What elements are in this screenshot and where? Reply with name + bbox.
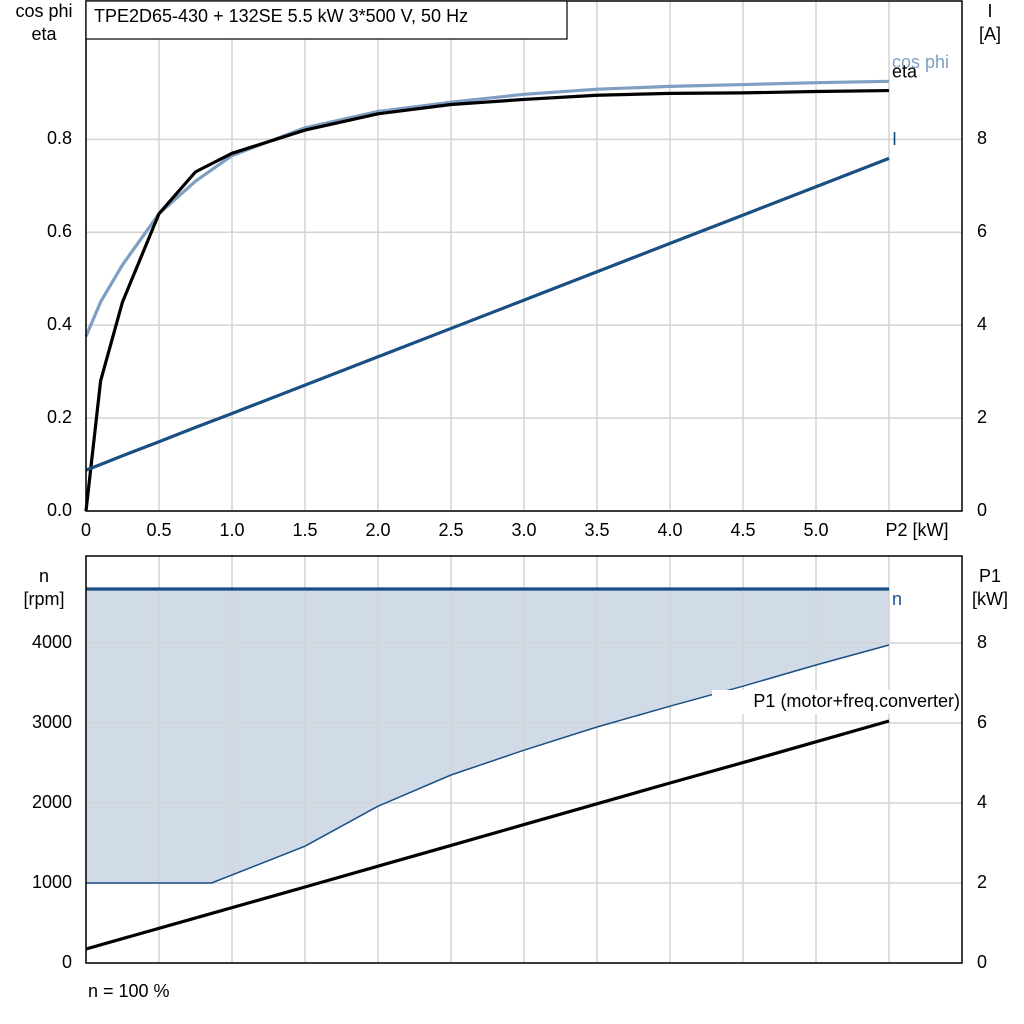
plot-frame bbox=[85, 555, 963, 964]
y2-axis-label: P1 bbox=[979, 566, 1001, 586]
y2-tick-label: 6 bbox=[977, 712, 987, 732]
y-tick-label: 4000 bbox=[32, 632, 72, 652]
label-background bbox=[712, 690, 960, 714]
y-tick-label: 2000 bbox=[32, 792, 72, 812]
x-tick-label: 2.5 bbox=[438, 520, 463, 540]
y2-tick-label: 2 bbox=[977, 872, 987, 892]
title-box bbox=[85, 0, 568, 40]
y-tick-label: 0 bbox=[62, 952, 72, 972]
y-tick-label: 0.0 bbox=[47, 500, 72, 520]
y-axis-label: [rpm] bbox=[23, 589, 64, 609]
y2-tick-label: 2 bbox=[977, 407, 987, 427]
series-line bbox=[85, 719, 890, 951]
y2-axis-label: I bbox=[987, 1, 992, 21]
series-label: cos phi bbox=[892, 52, 949, 72]
x-tick-label: 1.5 bbox=[292, 520, 317, 540]
series-line bbox=[84, 79, 890, 337]
y2-tick-label: 4 bbox=[977, 314, 987, 334]
x-tick-label: 3.5 bbox=[584, 520, 609, 540]
y-tick-label: 3000 bbox=[32, 712, 72, 732]
x-tick-label: 5.0 bbox=[803, 520, 828, 540]
y-tick-label: 0.8 bbox=[47, 128, 72, 148]
series-label: P1 (motor+freq.converter) bbox=[753, 691, 960, 711]
y-tick-label: 0.6 bbox=[47, 221, 72, 241]
series-label: eta bbox=[892, 61, 918, 81]
x-tick-label: 3.0 bbox=[511, 520, 536, 540]
x-tick-label: 1.0 bbox=[219, 520, 244, 540]
y2-tick-label: 4 bbox=[977, 792, 987, 812]
series-line bbox=[85, 156, 890, 472]
x-tick-label: 4.0 bbox=[657, 520, 682, 540]
y-axis-label: eta bbox=[31, 24, 57, 44]
y2-tick-label: 6 bbox=[977, 221, 987, 241]
y-axis-label: n bbox=[39, 566, 49, 586]
y-axis-label: cos phi bbox=[15, 1, 72, 21]
y2-axis-label: [kW] bbox=[972, 589, 1008, 609]
series-label: I bbox=[892, 129, 897, 149]
y-tick-label: 0.2 bbox=[47, 407, 72, 427]
y2-tick-label: 8 bbox=[977, 128, 987, 148]
x-tick-label: 2.0 bbox=[365, 520, 390, 540]
x-tick-label: P2 [kW] bbox=[885, 520, 948, 540]
series-label: n bbox=[892, 589, 902, 609]
y2-tick-label: 0 bbox=[977, 500, 987, 520]
y2-tick-label: 0 bbox=[977, 952, 987, 972]
series-line bbox=[84, 88, 890, 512]
y-tick-label: 1000 bbox=[32, 872, 72, 892]
footnote: n = 100 % bbox=[88, 981, 170, 1001]
y2-axis-label: [A] bbox=[979, 24, 1001, 44]
y-tick-label: 0.4 bbox=[47, 314, 72, 334]
range-area bbox=[86, 589, 889, 883]
x-tick-label: 4.5 bbox=[730, 520, 755, 540]
range-lower-line bbox=[86, 644, 890, 884]
x-tick-label: 0.5 bbox=[146, 520, 171, 540]
chart-title: TPE2D65-430 + 132SE 5.5 kW 3*500 V, 50 H… bbox=[94, 6, 468, 26]
y2-tick-label: 8 bbox=[977, 632, 987, 652]
x-tick-label: 0 bbox=[81, 520, 91, 540]
